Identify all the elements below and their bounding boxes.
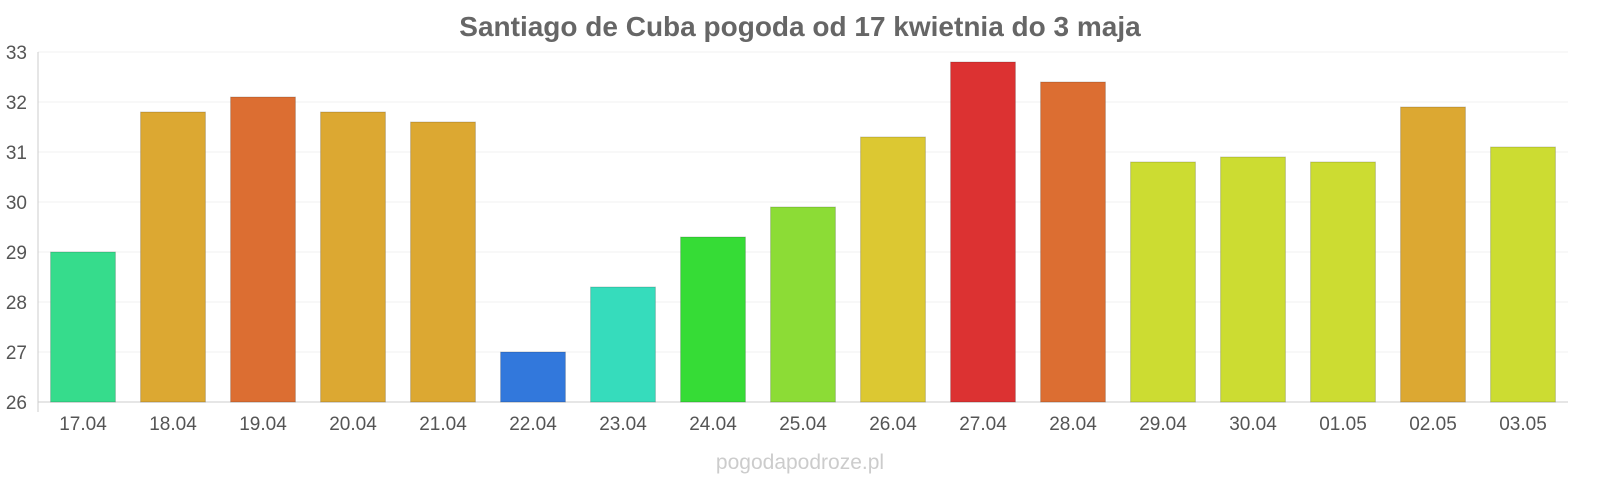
chart-title: Santiago de Cuba pogoda od 17 kwietnia d… [459, 11, 1141, 42]
bar-28.04[interactable] [1040, 81, 1106, 403]
bar-17.04[interactable] [50, 251, 116, 403]
bar-23.04[interactable] [590, 286, 656, 403]
x-tick-label: 20.04 [329, 414, 377, 435]
y-tick-label: 31 [6, 143, 27, 164]
x-tick-labels: 17.04 18.04 19.04 20.04 21.04 22.04 23.04 24.04… [59, 414, 1547, 435]
x-tick-label: 25.04 [779, 414, 827, 435]
y-tick-label: 27 [6, 343, 27, 364]
x-tick-label: 29.04 [1139, 414, 1187, 435]
y-tick-labels: 26 27 28 29 30 31 32 33 [6, 43, 27, 414]
bar-02.05[interactable] [1400, 106, 1466, 403]
bar-18.04[interactable] [140, 111, 206, 403]
x-tick-label: 18.04 [149, 414, 197, 435]
bar-25.04[interactable] [770, 206, 836, 403]
x-tick-label: 24.04 [689, 414, 737, 435]
bar-27.04[interactable] [950, 61, 1016, 403]
y-tick-label: 29 [6, 243, 27, 264]
x-tick-label: 03.05 [1499, 414, 1547, 435]
y-tick-label: 33 [6, 43, 27, 64]
bar-22.04[interactable] [500, 351, 566, 403]
y-tick-label: 30 [6, 193, 27, 214]
watermark-text: pogodapodroze.pl [716, 451, 884, 474]
x-tick-label: 21.04 [419, 414, 467, 435]
bar-24.04[interactable] [680, 236, 746, 403]
y-tick-label: 32 [6, 93, 27, 114]
y-tick-label: 28 [6, 293, 27, 314]
bars [50, 61, 1556, 403]
bar-26.04[interactable] [860, 136, 926, 403]
x-tick-label: 19.04 [239, 414, 287, 435]
y-tick-label: 26 [6, 393, 27, 414]
x-tick-label: 17.04 [59, 414, 107, 435]
bar-20.04[interactable] [320, 111, 386, 403]
x-tick-label: 22.04 [509, 414, 557, 435]
bar-21.04[interactable] [410, 121, 476, 403]
x-tick-label: 01.05 [1319, 414, 1367, 435]
x-tick-label: 23.04 [599, 414, 647, 435]
bar-03.05[interactable] [1490, 146, 1556, 403]
x-tick-label: 26.04 [869, 414, 917, 435]
x-tick-label: 28.04 [1049, 414, 1097, 435]
x-tick-label: 02.05 [1409, 414, 1457, 435]
bar-19.04[interactable] [230, 96, 296, 403]
bar-29.04[interactable] [1130, 161, 1196, 403]
x-tick-label: 30.04 [1229, 414, 1277, 435]
x-tick-label: 27.04 [959, 414, 1007, 435]
bar-30.04[interactable] [1220, 156, 1286, 403]
bar-01.05[interactable] [1310, 161, 1376, 403]
